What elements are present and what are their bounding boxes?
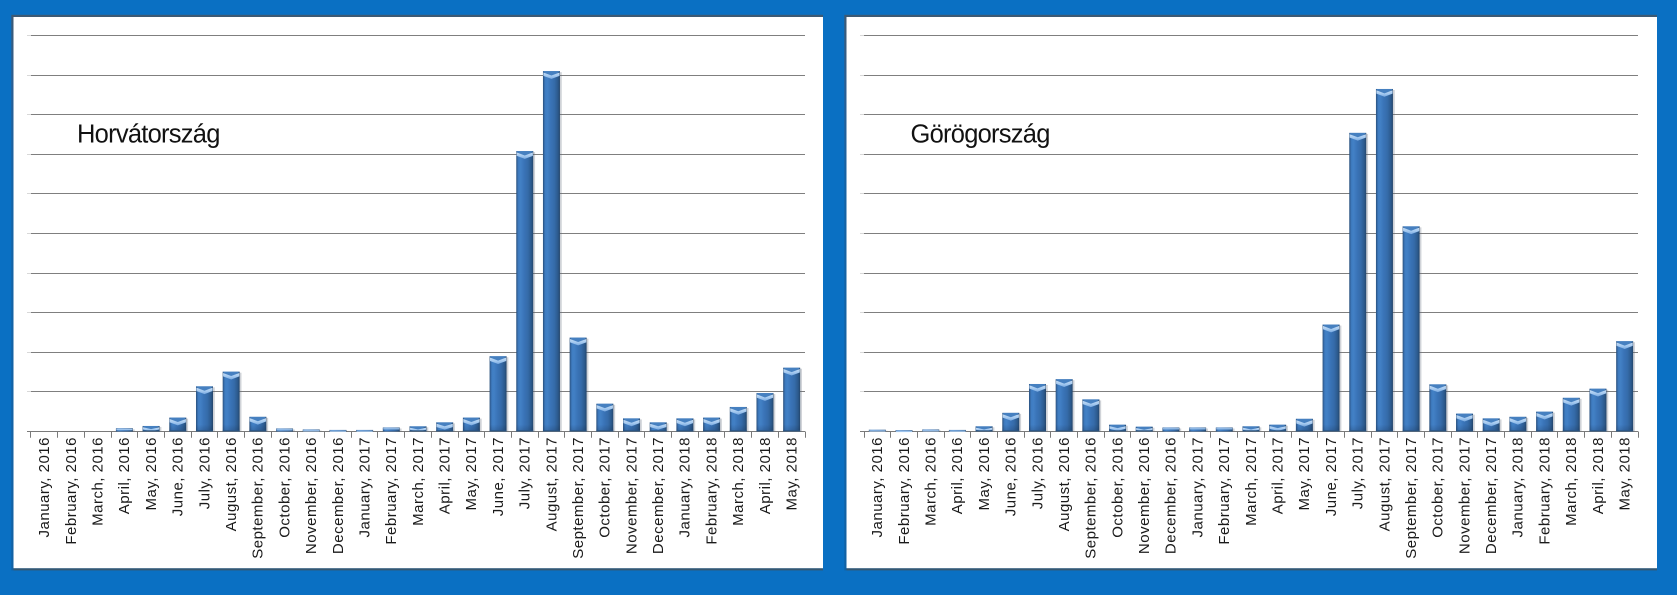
svg-text:January, 2017: January, 2017 [1189,437,1206,537]
svg-text:July, 2017: July, 2017 [517,437,534,509]
svg-text:May, 2016: May, 2016 [976,437,993,510]
svg-text:April, 2017: April, 2017 [1269,437,1286,514]
svg-text:June, 2016: June, 2016 [170,437,187,516]
svg-text:June, 2017: June, 2017 [490,437,507,516]
svg-text:August, 2016: August, 2016 [223,437,240,531]
svg-text:March, 2017: March, 2017 [1243,437,1260,526]
svg-text:June, 2017: June, 2017 [1323,437,1340,516]
svg-text:Horvátország: Horvátország [77,121,220,149]
svg-text:December, 2016: December, 2016 [1163,437,1180,554]
svg-text:April, 2017: April, 2017 [436,437,453,514]
svg-text:January, 2017: January, 2017 [356,437,373,537]
svg-text:August, 2017: August, 2017 [1376,437,1393,531]
svg-text:December, 2017: December, 2017 [650,437,667,554]
svg-text:January, 2016: January, 2016 [869,437,886,537]
svg-text:September, 2016: September, 2016 [1083,437,1100,559]
svg-text:March, 2018: March, 2018 [730,437,747,526]
svg-text:March, 2017: March, 2017 [410,437,427,526]
svg-text:November, 2017: November, 2017 [623,437,640,554]
svg-text:December, 2016: December, 2016 [330,437,347,554]
svg-text:May, 2017: May, 2017 [463,437,480,510]
svg-text:September, 2017: September, 2017 [570,437,587,559]
svg-text:October, 2017: October, 2017 [1430,437,1447,538]
svg-text:May, 2016: May, 2016 [143,437,160,510]
svg-text:Görögország: Görögország [911,121,1050,149]
svg-text:March, 2016: March, 2016 [923,437,940,526]
svg-text:October, 2016: October, 2016 [276,437,293,538]
svg-text:September, 2016: September, 2016 [250,437,267,559]
svg-text:May, 2018: May, 2018 [1616,437,1633,510]
svg-text:April, 2016: April, 2016 [116,437,133,514]
svg-text:April, 2018: April, 2018 [1590,437,1607,514]
svg-text:February, 2017: February, 2017 [383,437,400,545]
svg-text:April, 2016: April, 2016 [949,437,966,514]
svg-text:September, 2017: September, 2017 [1403,437,1420,559]
svg-text:May, 2018: May, 2018 [783,437,800,510]
svg-text:July, 2017: July, 2017 [1350,437,1367,509]
svg-text:January, 2018: January, 2018 [1510,437,1527,537]
svg-text:August, 2016: August, 2016 [1056,437,1073,531]
svg-text:February, 2018: February, 2018 [1536,437,1553,545]
svg-text:October, 2017: October, 2017 [597,437,614,538]
svg-text:November, 2016: November, 2016 [1136,437,1153,554]
svg-text:January, 2018: January, 2018 [677,437,694,537]
svg-text:July, 2016: July, 2016 [1029,437,1046,509]
svg-text:February, 2016: February, 2016 [896,437,913,545]
svg-text:January, 2016: January, 2016 [36,437,53,537]
svg-text:November, 2017: November, 2017 [1456,437,1473,554]
svg-text:April, 2018: April, 2018 [757,437,774,514]
svg-text:November, 2016: November, 2016 [303,437,320,554]
svg-text:October, 2016: October, 2016 [1109,437,1126,538]
svg-text:August, 2017: August, 2017 [543,437,560,531]
svg-text:February, 2018: February, 2018 [703,437,720,545]
svg-text:February, 2016: February, 2016 [63,437,80,545]
svg-text:July, 2016: July, 2016 [196,437,213,509]
svg-text:December, 2017: December, 2017 [1483,437,1500,554]
svg-text:March, 2016: March, 2016 [90,437,107,526]
svg-text:June, 2016: June, 2016 [1003,437,1020,516]
svg-text:March, 2018: March, 2018 [1563,437,1580,526]
svg-text:May, 2017: May, 2017 [1296,437,1313,510]
svg-text:February, 2017: February, 2017 [1216,437,1233,545]
